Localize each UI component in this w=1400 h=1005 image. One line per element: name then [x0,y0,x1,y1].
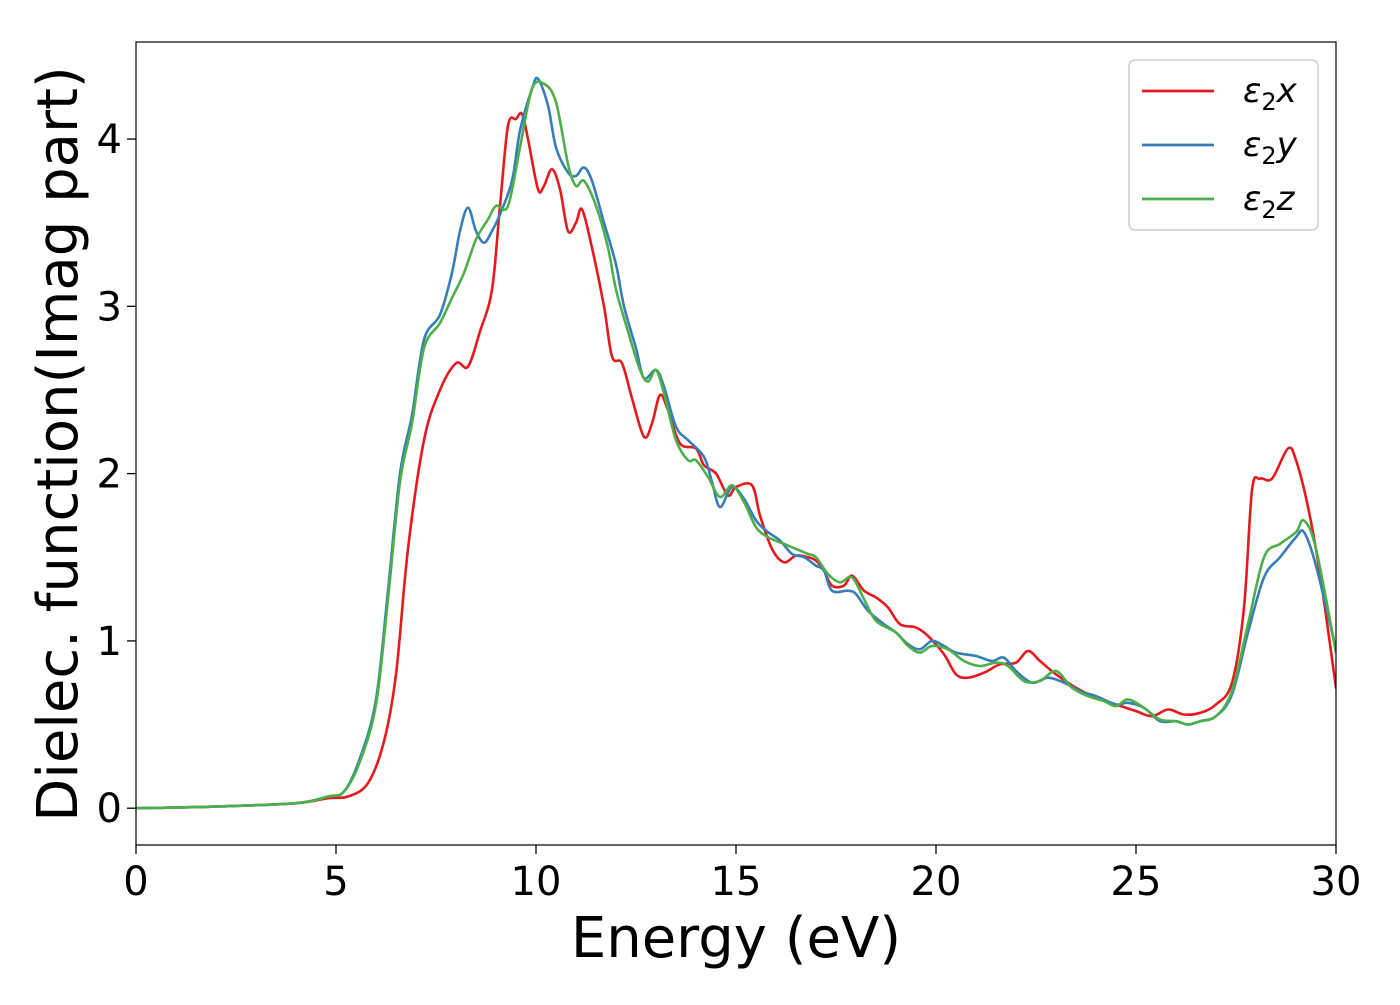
y-tick-label: 1 [97,619,122,665]
x-tick-label: 25 [1111,859,1162,905]
legend-label-x: ε2x [1243,71,1298,116]
x-tick-label: 0 [123,859,148,905]
legend-label-y: ε2y [1243,125,1298,170]
y-ticks: 0 1 2 3 4 [97,117,136,832]
series-line-z [136,80,1336,810]
legend: ε2x ε2y ε2z [1128,59,1319,231]
legend-box [1128,59,1319,231]
x-axis-title: Energy (eV) [571,906,901,971]
y-axis-title: Dielec. function(Imag part) [26,66,91,822]
y-tick-label: 0 [97,786,122,832]
y-tick-label: 4 [97,117,122,163]
legend-label-z: ε2z [1243,179,1296,224]
x-tick-label: 10 [511,859,562,905]
x-tick-label: 30 [1311,859,1362,905]
series-layer [136,76,1336,810]
x-tick-label: 15 [711,859,762,905]
x-ticks: 0 5 10 15 20 25 30 [123,845,1361,905]
y-tick-label: 3 [97,284,122,330]
x-tick-label: 5 [323,859,348,905]
series-line-y [136,76,1336,810]
y-tick-label: 2 [97,452,122,498]
x-tick-label: 20 [911,859,962,905]
legend-items: ε2x ε2y ε2z [1142,71,1298,224]
